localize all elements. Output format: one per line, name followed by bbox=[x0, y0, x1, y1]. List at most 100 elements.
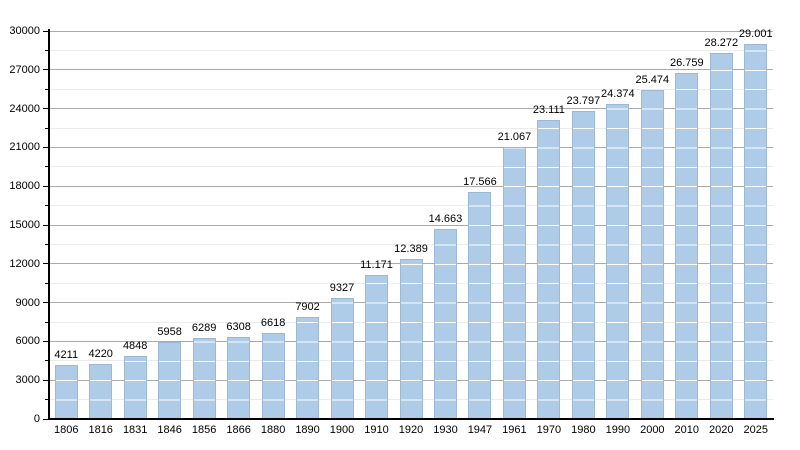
y-tick-label: 6000 bbox=[15, 335, 40, 348]
y-tick-label: 27000 bbox=[9, 63, 40, 76]
y-major-tick bbox=[43, 263, 49, 265]
y-minor-tick bbox=[45, 88, 49, 90]
bar bbox=[261, 333, 285, 419]
bar-value-label: 11.171 bbox=[360, 258, 393, 271]
bar-value-label: 4211 bbox=[54, 348, 79, 361]
gridline-major bbox=[49, 69, 773, 71]
y-minor-tick bbox=[45, 282, 49, 284]
x-tick-label: 1890 bbox=[295, 424, 320, 436]
bar-value-label: 14.663 bbox=[428, 213, 463, 226]
bar-value-label: 9327 bbox=[329, 282, 355, 295]
bar bbox=[709, 53, 733, 419]
x-tick-label: 1990 bbox=[605, 424, 631, 436]
bar-value-label: 12.389 bbox=[394, 242, 428, 255]
gridline-minor bbox=[49, 127, 773, 129]
x-tick-label: 2010 bbox=[674, 424, 700, 436]
x-tick-label: 1980 bbox=[571, 424, 596, 436]
bar-value-label: 23.111 bbox=[532, 104, 565, 117]
y-major-tick bbox=[43, 302, 49, 304]
x-tick-label: 1920 bbox=[398, 424, 424, 436]
gridline-major bbox=[49, 108, 773, 110]
y-major-tick bbox=[43, 418, 49, 420]
y-minor-tick bbox=[45, 360, 49, 362]
bar-value-label: 23.797 bbox=[566, 95, 601, 108]
bar bbox=[296, 316, 320, 419]
x-tick-label: 1930 bbox=[433, 424, 458, 436]
y-minor-tick bbox=[45, 399, 49, 401]
x-tick-label: 1846 bbox=[157, 424, 182, 436]
bar-value-label: 24.374 bbox=[601, 87, 635, 100]
bar-value-label: 28.272 bbox=[704, 37, 739, 50]
bar bbox=[640, 89, 664, 419]
bar bbox=[433, 229, 457, 419]
x-tick-label: 1806 bbox=[53, 424, 79, 436]
bar-value-label: 4220 bbox=[88, 348, 113, 361]
y-major-tick bbox=[43, 224, 49, 226]
x-tick-label: 2020 bbox=[709, 424, 734, 436]
x-tick-label: 1961 bbox=[502, 424, 527, 436]
bar-value-label: 6289 bbox=[191, 321, 217, 334]
bar-value-label: 4848 bbox=[122, 340, 148, 353]
x-tick-label: 2000 bbox=[640, 424, 665, 436]
bar-value-label: 25.474 bbox=[635, 73, 670, 86]
x-tick-label: 1880 bbox=[260, 424, 286, 436]
y-major-tick bbox=[43, 108, 49, 110]
y-minor-tick bbox=[45, 166, 49, 168]
bar-value-label: 29.001 bbox=[738, 27, 773, 40]
x-tick-label: 1866 bbox=[226, 424, 251, 436]
bar-value-label: 26.759 bbox=[669, 56, 704, 69]
bar-value-label: 6618 bbox=[260, 317, 286, 330]
bar bbox=[537, 120, 561, 419]
x-axis-line bbox=[48, 418, 774, 420]
x-tick-label: 1816 bbox=[88, 424, 113, 436]
y-major-tick bbox=[43, 146, 49, 148]
x-tick-label: 1900 bbox=[329, 424, 355, 436]
y-tick-label: 24000 bbox=[9, 102, 40, 115]
bar-value-label: 7902 bbox=[295, 300, 320, 313]
y-major-tick bbox=[43, 69, 49, 71]
bar bbox=[675, 72, 699, 419]
x-tick-label: 1856 bbox=[191, 424, 217, 436]
gridline-minor bbox=[49, 49, 773, 51]
bar bbox=[399, 258, 423, 419]
y-axis-line bbox=[48, 29, 50, 419]
y-minor-tick bbox=[45, 243, 49, 245]
bar bbox=[158, 341, 182, 419]
bar-value-label: 17.566 bbox=[463, 175, 497, 188]
bar-value-label: 21.067 bbox=[497, 130, 532, 143]
bar bbox=[192, 337, 216, 419]
y-minor-tick bbox=[45, 127, 49, 129]
x-tick-label: 1910 bbox=[364, 424, 389, 436]
bar-value-label: 6308 bbox=[226, 321, 251, 334]
bar bbox=[502, 146, 526, 419]
y-tick-label: 12000 bbox=[9, 257, 40, 270]
x-tick-label: 1970 bbox=[536, 424, 562, 436]
y-tick-label: 21000 bbox=[9, 141, 40, 154]
bar bbox=[89, 364, 113, 419]
y-tick-label: 15000 bbox=[9, 219, 40, 231]
y-minor-tick bbox=[45, 205, 49, 207]
gridline-major bbox=[49, 185, 773, 187]
gridline-minor bbox=[49, 243, 773, 245]
gridline-minor bbox=[49, 205, 773, 207]
gridline-minor bbox=[49, 166, 773, 168]
y-tick-label: 9000 bbox=[15, 296, 40, 309]
bar bbox=[571, 111, 595, 419]
y-major-tick bbox=[43, 185, 49, 187]
bar bbox=[606, 103, 630, 419]
gridline-minor bbox=[49, 88, 773, 90]
bar bbox=[744, 43, 768, 419]
y-minor-tick bbox=[45, 321, 49, 323]
bar bbox=[468, 191, 492, 419]
y-tick-label: 0 bbox=[33, 413, 40, 425]
y-tick-label: 3000 bbox=[15, 374, 40, 387]
bar-value-label: 5958 bbox=[157, 325, 182, 338]
gridline-major bbox=[49, 146, 773, 148]
gridline-major bbox=[49, 224, 773, 226]
gridline-major bbox=[49, 30, 773, 32]
x-tick-label: 1947 bbox=[467, 424, 493, 436]
y-tick-label: 30000 bbox=[9, 25, 40, 37]
y-major-tick bbox=[43, 30, 49, 32]
